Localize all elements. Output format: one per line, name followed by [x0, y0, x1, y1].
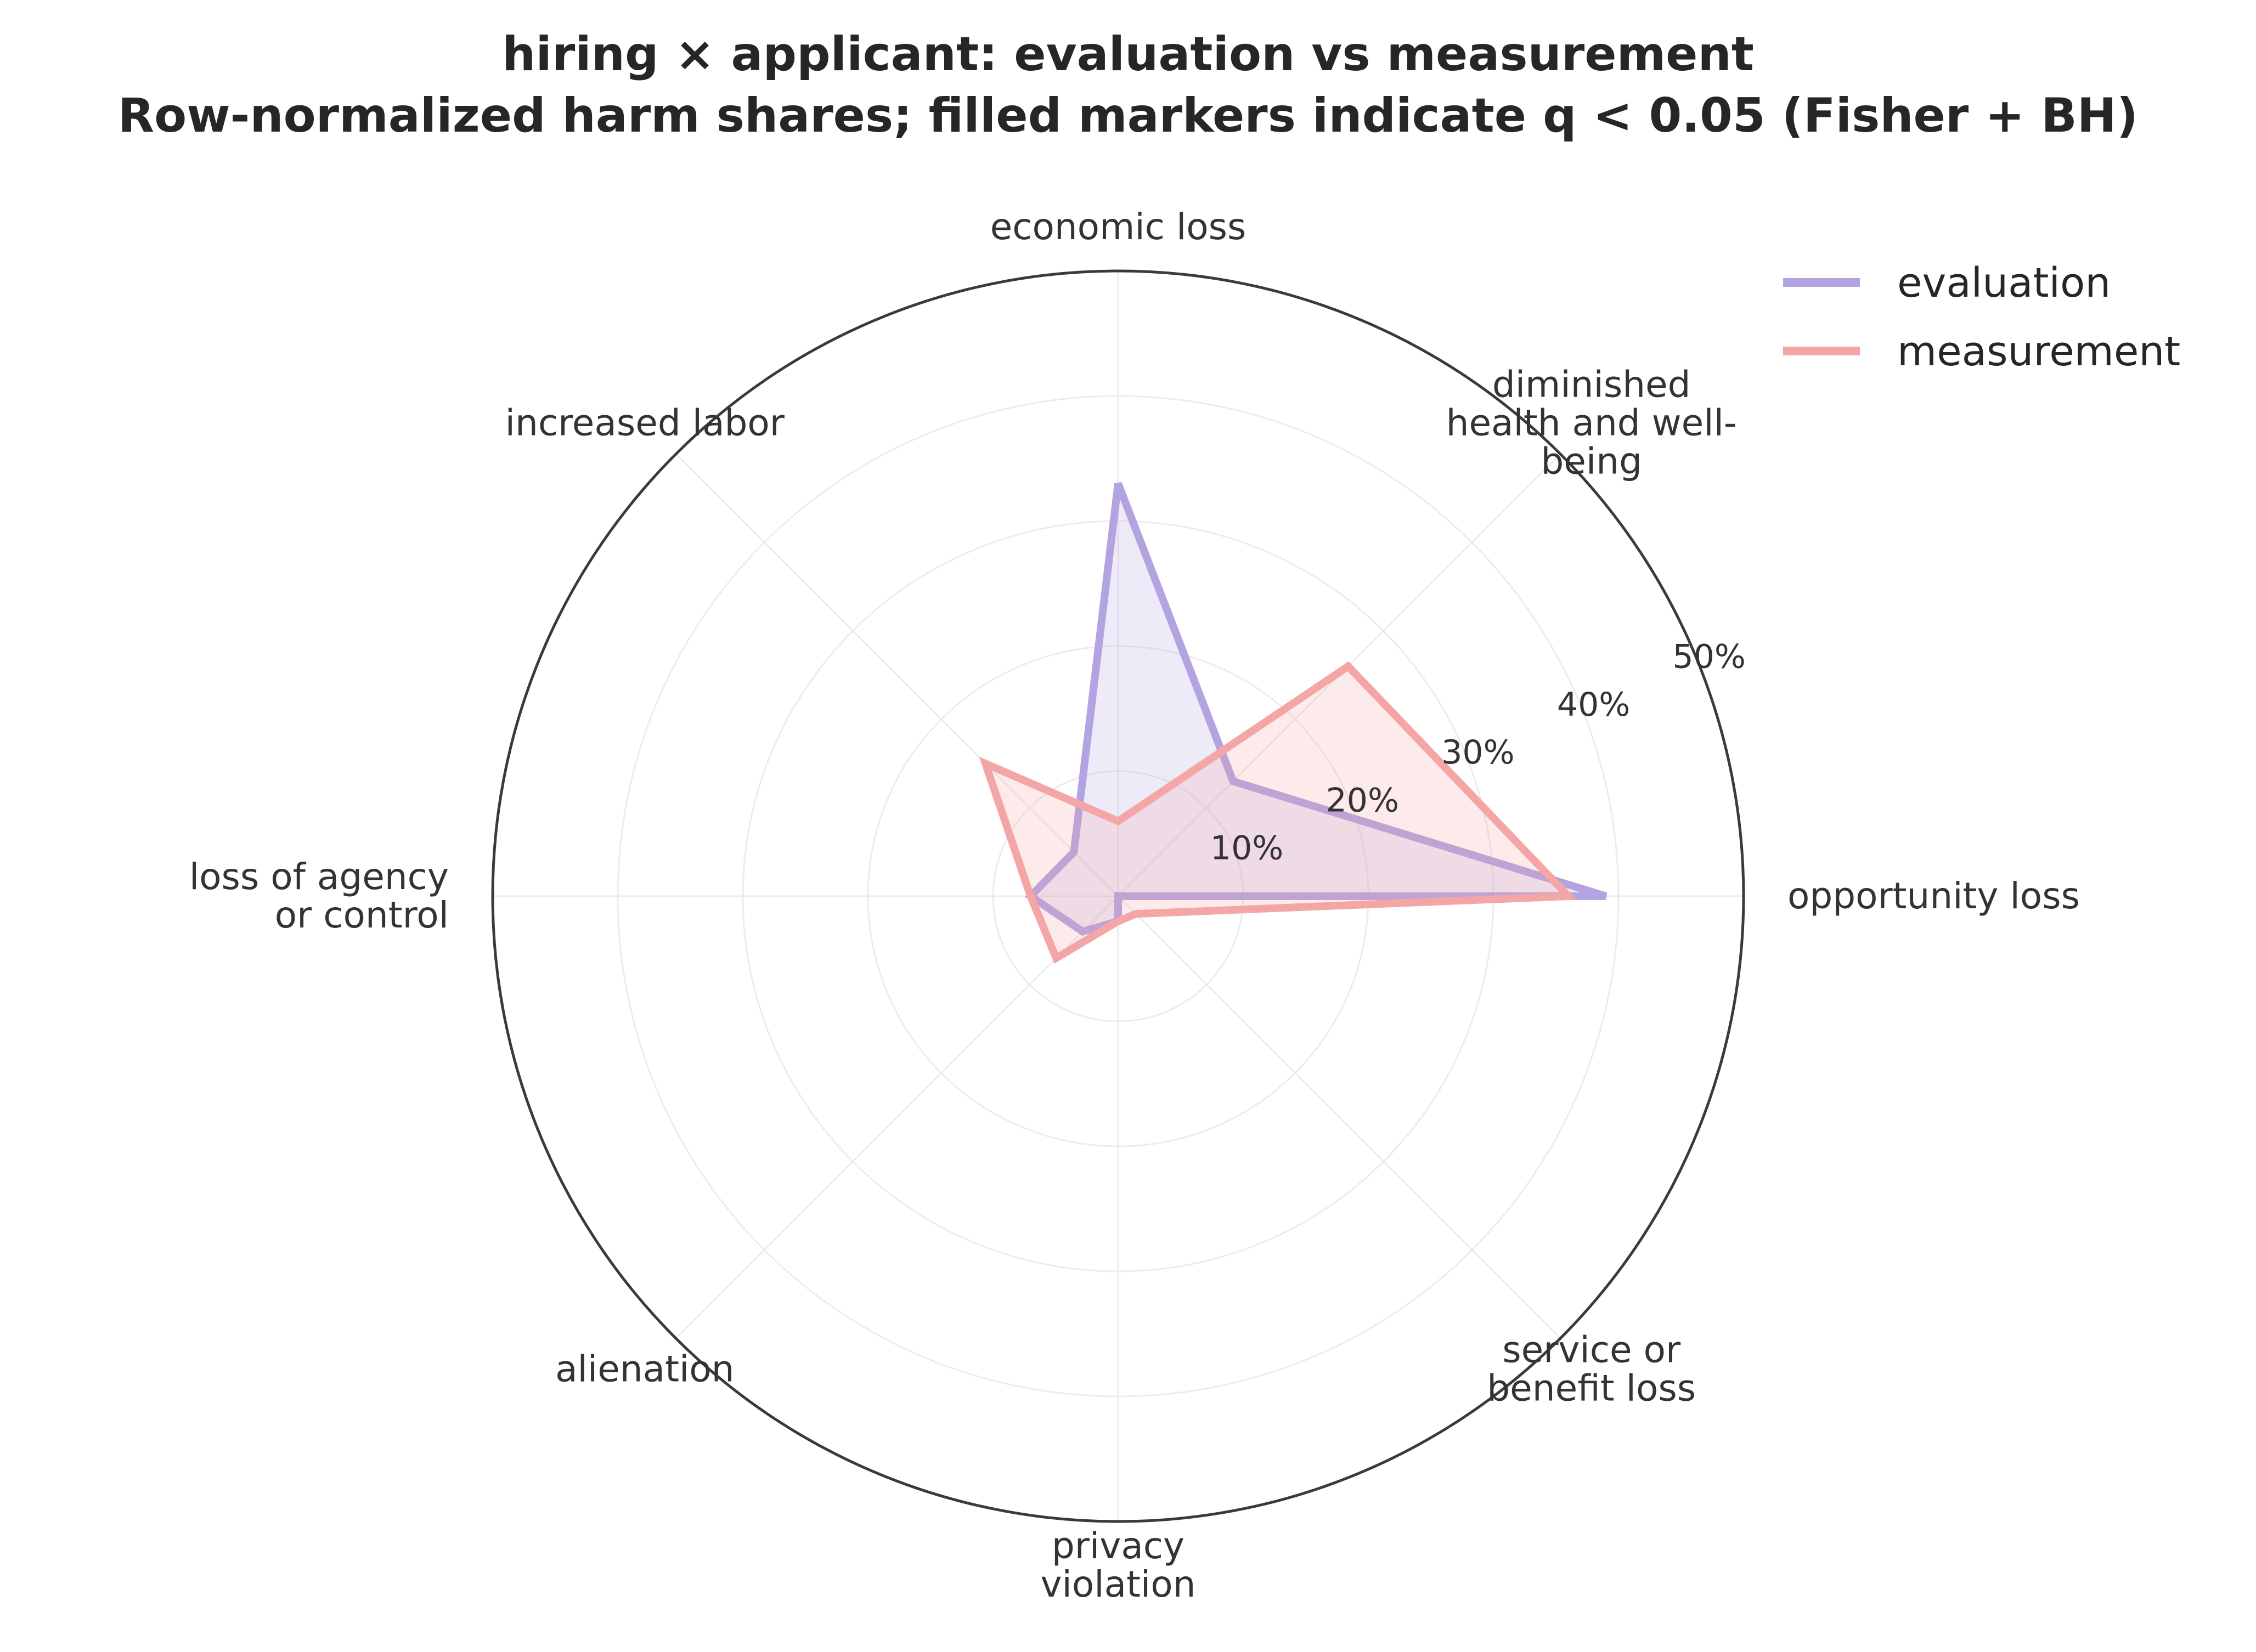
- chart-title-line1: hiring × applicant: evaluation vs measur…: [502, 27, 1754, 82]
- category-label-line: or control: [275, 894, 449, 936]
- category-label: economic loss: [990, 206, 1247, 248]
- spoke-line: [1117, 895, 1561, 1339]
- category-label-line: economic loss: [990, 206, 1247, 248]
- category-label: increased labor: [505, 401, 785, 444]
- category-label: service or benefit loss: [1487, 1329, 1696, 1410]
- category-label: opportunity loss: [1787, 875, 2080, 917]
- category-label-line: benefit loss: [1487, 1367, 1696, 1410]
- category-label-line: loss of agency: [189, 856, 449, 898]
- category-label-line: service or: [1502, 1329, 1681, 1371]
- radial-tick-label: 40%: [1557, 686, 1630, 724]
- legend-label-evaluation: evaluation: [1897, 259, 2111, 307]
- category-label-line: opportunity loss: [1787, 875, 2080, 917]
- radial-tick-label: 30%: [1441, 733, 1514, 772]
- category-label: privacy violation: [1041, 1525, 1196, 1605]
- category-label-line: being: [1541, 440, 1642, 482]
- series-fill-evaluation: [1030, 483, 1606, 932]
- category-label: loss of agency or control: [189, 856, 449, 936]
- outer-frame: [491, 269, 1745, 1523]
- radial-tick-label: 10%: [1210, 829, 1283, 868]
- category-label-line: increased labor: [505, 401, 785, 444]
- series-line-measurement: [979, 661, 1577, 964]
- category-label-line: privacy: [1052, 1525, 1185, 1567]
- category-labels: opportunity loss diminished health and wel…: [189, 206, 2080, 1605]
- category-label-line: diminished: [1492, 363, 1691, 405]
- legend-label-measurement: measurement: [1897, 328, 2180, 375]
- category-label-line: violation: [1041, 1563, 1196, 1605]
- legend: evaluation measurement: [1783, 259, 2180, 375]
- category-label-line: health and well-: [1446, 401, 1737, 444]
- spoke-line: [675, 895, 1119, 1339]
- chart-title-line2: Row-normalized harm shares; filled marke…: [118, 88, 2138, 143]
- spoke-line: [675, 453, 1119, 897]
- radial-tick-label: 50%: [1673, 638, 1746, 676]
- radial-ticks: 10% 20% 30% 40% 50%: [1210, 638, 1746, 868]
- series-fill-measurement: [985, 666, 1569, 958]
- category-label: diminished health and well-being: [1446, 363, 1737, 482]
- radial-tick-label: 20%: [1326, 782, 1399, 820]
- category-label: alienation: [555, 1348, 734, 1390]
- grid-ring: [617, 395, 1620, 1398]
- category-label-line: alienation: [555, 1348, 734, 1390]
- series-group: [979, 482, 1608, 964]
